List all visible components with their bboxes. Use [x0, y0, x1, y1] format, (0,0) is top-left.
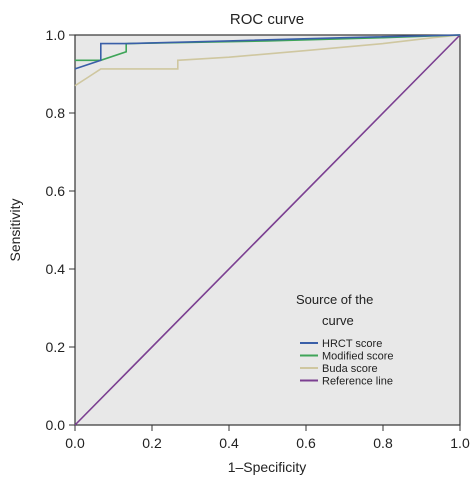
y-tick-label: 0.6 [46, 183, 66, 199]
series-layer [74, 34, 461, 426]
series-buda-score [74, 34, 461, 87]
x-tick-label: 0.2 [142, 435, 162, 451]
x-tick-label: 1.0 [450, 435, 470, 451]
legend-label-hrct-score: HRCT score [322, 338, 382, 350]
y-axis-label: Sensitivity [7, 198, 23, 261]
x-tick-label: 0.4 [219, 435, 239, 451]
x-axis-label: 1–Specificity [228, 459, 307, 475]
legend-label-modified-score: Modified score [322, 351, 394, 363]
x-axis: 0.0 0.2 0.4 0.6 0.8 1.0 [65, 425, 470, 451]
y-tick-label: 0.4 [46, 261, 66, 277]
legend-label-buda-score: Buda score [322, 363, 378, 375]
x-tick-label: 0.6 [296, 435, 316, 451]
y-tick-label: 0.0 [46, 417, 66, 433]
y-tick-label: 0.8 [46, 105, 66, 121]
x-tick-label: 0.8 [373, 435, 393, 451]
y-axis: 0.0 0.2 0.4 0.6 0.8 1.0 [46, 27, 75, 433]
series-reference-line [74, 34, 461, 426]
legend-title-line2: curve [322, 313, 354, 328]
y-tick-label: 1.0 [46, 27, 66, 43]
legend-title-line1: Source of the [296, 292, 373, 307]
legend-label-reference-line: Reference line [322, 376, 393, 388]
y-tick-label: 0.2 [46, 339, 66, 355]
chart-title: ROC curve [230, 11, 304, 28]
x-tick-label: 0.0 [65, 435, 85, 451]
series-hrct-score [74, 34, 461, 70]
